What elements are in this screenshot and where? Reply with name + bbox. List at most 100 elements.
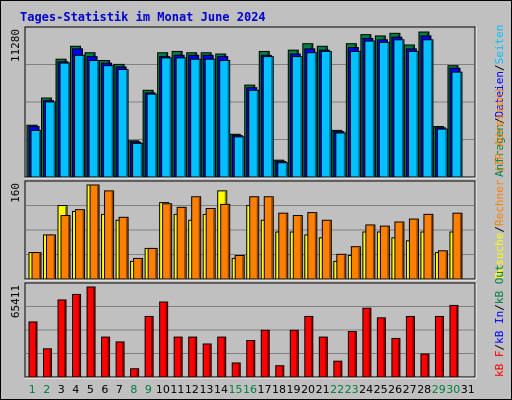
day-label-26: 26 xyxy=(388,383,402,396)
bar-traffic-s1-day-8 xyxy=(130,368,140,378)
day-label-5: 5 xyxy=(87,383,94,396)
bar-visitors-s2-day-16 xyxy=(249,196,260,280)
day-label-19: 19 xyxy=(287,383,301,396)
bar-requests-s3-day-4 xyxy=(74,54,86,178)
day-label-4: 4 xyxy=(72,383,79,396)
bar-traffic-s1-day-6 xyxy=(101,336,111,378)
bar-shade-visitors-s2-day-21 xyxy=(329,221,331,279)
day-label-20: 20 xyxy=(301,383,315,396)
bar-requests-s3-day-12 xyxy=(190,58,202,178)
bar-shade-traffic-s1-day-14 xyxy=(223,338,226,377)
bar-shade-requests-s3-day-10 xyxy=(169,58,172,178)
bar-shade-traffic-s1-day-6 xyxy=(107,338,110,377)
bar-visitors-s2-day-3 xyxy=(60,215,71,280)
legend-item: kB F xyxy=(493,351,506,378)
bar-requests-s3-day-28 xyxy=(422,39,434,178)
bar-shade-traffic-s1-day-7 xyxy=(122,342,124,377)
day-label-29: 29 xyxy=(432,383,446,396)
legend-item: kB In xyxy=(493,311,506,344)
bar-shade-traffic-s1-day-23 xyxy=(354,332,356,377)
legend-item: Seiten xyxy=(493,25,506,65)
bar-traffic-s1-day-9 xyxy=(144,315,154,378)
legend-item: kB Out xyxy=(493,264,506,304)
bar-traffic-s1-day-13 xyxy=(202,343,212,378)
legend-item: Dateien xyxy=(493,71,506,117)
day-label-23: 23 xyxy=(345,383,359,396)
bar-shade-traffic-s1-day-2 xyxy=(49,349,52,377)
bar-visitors-s2-day-20 xyxy=(307,212,318,280)
bar-shade-visitors-s2-day-25 xyxy=(387,227,389,279)
bar-traffic-s1-day-23 xyxy=(347,331,357,378)
bar-shade-requests-s3-day-17 xyxy=(271,57,273,178)
bar-shade-visitors-s2-day-17 xyxy=(271,197,273,279)
bar-shade-visitors-s2-day-15 xyxy=(242,256,244,279)
bar-shade-requests-s3-day-11 xyxy=(184,58,186,178)
day-label-28: 28 xyxy=(417,383,431,396)
bar-visitors-s2-day-23 xyxy=(350,246,361,280)
bar-shade-visitors-s2-day-28 xyxy=(430,215,433,279)
day-label-6: 6 xyxy=(101,383,108,396)
series-visitors-2 xyxy=(31,184,463,280)
visitors-max-label: 160 xyxy=(9,183,22,203)
bar-shade-requests-s3-day-16 xyxy=(256,91,259,177)
chart-title: Tages-Statistik im Monat June 2024 xyxy=(20,10,266,24)
bar-visitors-s2-day-21 xyxy=(321,219,332,280)
bar-shade-requests-s3-day-25 xyxy=(387,43,389,177)
bar-shade-requests-s3-day-13 xyxy=(213,60,215,178)
bar-traffic-s1-day-11 xyxy=(173,336,183,378)
bar-requests-s3-day-10 xyxy=(161,57,173,178)
bar-requests-s3-day-25 xyxy=(378,41,390,178)
bar-shade-visitors-s2-day-13 xyxy=(213,209,215,279)
bar-shade-traffic-s1-day-18 xyxy=(281,366,284,377)
legend-item: Anfragen xyxy=(493,124,506,177)
bar-shade-traffic-s1-day-15 xyxy=(238,363,240,377)
bar-shade-traffic-s1-day-9 xyxy=(151,317,153,377)
bar-traffic-s1-day-1 xyxy=(28,321,38,378)
bar-requests-s3-day-23 xyxy=(349,50,361,178)
bar-traffic-s1-day-3 xyxy=(57,299,67,378)
bar-requests-s3-day-21 xyxy=(320,50,332,178)
bar-shade-traffic-s1-day-5 xyxy=(93,288,95,377)
bar-requests-s3-day-30 xyxy=(451,71,463,178)
bar-shade-requests-s3-day-1 xyxy=(39,131,41,177)
bar-traffic-s1-day-25 xyxy=(376,317,386,378)
bar-shade-visitors-s2-day-12 xyxy=(198,197,201,279)
bar-requests-s3-day-26 xyxy=(393,39,405,178)
bar-requests-s3-day-16 xyxy=(248,89,260,178)
day-label-24: 24 xyxy=(359,383,373,396)
bar-shade-requests-s3-day-8 xyxy=(140,144,143,177)
bar-requests-s3-day-9 xyxy=(146,93,158,178)
bar-visitors-s2-day-7 xyxy=(118,216,129,280)
bar-visitors-s2-day-22 xyxy=(336,253,347,280)
bar-shade-traffic-s1-day-16 xyxy=(252,341,255,377)
legend-separator: / xyxy=(493,64,506,71)
series-requests-3 xyxy=(30,39,463,178)
day-label-13: 13 xyxy=(199,383,213,396)
bar-shade-visitors-s2-day-23 xyxy=(358,247,360,279)
bar-visitors-s2-day-6 xyxy=(104,190,115,280)
bar-visitors-s2-day-24 xyxy=(365,224,376,280)
bar-traffic-s1-day-24 xyxy=(362,307,372,378)
bar-shade-traffic-s1-day-24 xyxy=(368,309,371,377)
bar-traffic-s1-day-2 xyxy=(43,348,53,378)
bar-shade-requests-s3-day-29 xyxy=(445,130,447,177)
bar-visitors-s2-day-27 xyxy=(408,218,419,280)
bar-requests-s3-day-7 xyxy=(117,69,129,178)
legend-separator: / xyxy=(493,344,506,351)
bar-shade-requests-s3-day-22 xyxy=(343,133,346,177)
bar-shade-visitors-s2-day-5 xyxy=(97,186,99,279)
bar-shade-requests-s3-day-2 xyxy=(53,102,56,177)
day-label-10: 10 xyxy=(156,383,170,396)
day-label-8: 8 xyxy=(130,383,137,396)
bar-requests-s3-day-11 xyxy=(175,57,187,178)
bar-shade-traffic-s1-day-22 xyxy=(339,362,342,377)
bar-requests-s3-day-14 xyxy=(219,60,231,178)
bar-visitors-s2-day-28 xyxy=(423,213,434,280)
bar-shade-traffic-s1-day-1 xyxy=(35,322,37,377)
legend-separator: / xyxy=(493,117,506,124)
bar-traffic-s1-day-27 xyxy=(405,315,415,378)
bar-shade-requests-s3-day-27 xyxy=(416,52,418,177)
